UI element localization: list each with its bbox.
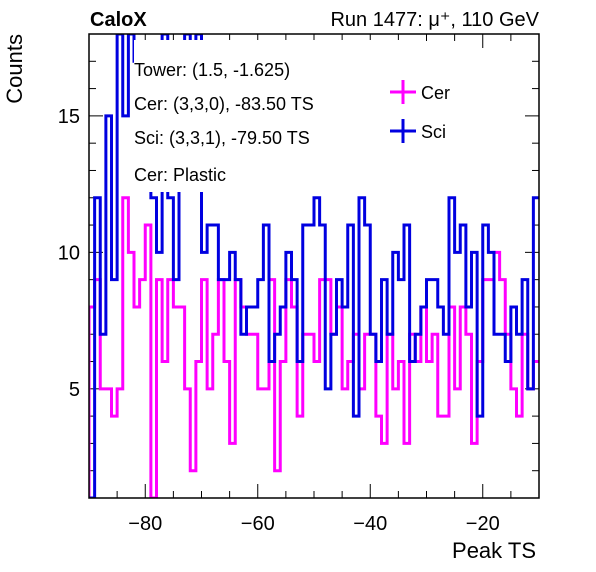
x-tick-label: −60: [241, 513, 275, 535]
x-axis-ticks: −80 −60 −40 −20: [116, 34, 512, 535]
legend-marker-sci: [390, 119, 416, 143]
run-info: Run 1477: μ⁺, 110 GeV: [330, 9, 539, 31]
annotation-cer-material: Cer: Plastic: [134, 165, 226, 185]
y-tick-label: 15: [58, 106, 80, 128]
legend-label-cer: Cer: [421, 83, 450, 103]
legend-label-sci: Sci: [421, 122, 446, 142]
legend-marker-cer: [390, 80, 416, 104]
plot-frame: [88, 33, 540, 499]
x-tick-label: −20: [466, 513, 500, 535]
y-axis-label: Counts: [2, 34, 27, 104]
x-tick-label: −40: [353, 513, 387, 535]
annotation-box: [134, 40, 416, 192]
y-tick-label: 10: [58, 242, 80, 264]
annotation-cer-channel: Cer: (3,3,0), -83.50 TS: [134, 94, 314, 114]
x-tick-label: −80: [128, 513, 162, 535]
x-axis-label: Peak TS: [452, 538, 536, 563]
annotation-tower: Tower: (1.5, -1.625): [134, 60, 290, 80]
plot-title: CaloX: [90, 9, 147, 31]
y-tick-label: 5: [69, 379, 80, 401]
legend: Cer Sci: [390, 80, 450, 143]
annotation-sci-channel: Sci: (3,3,1), -79.50 TS: [134, 128, 310, 148]
